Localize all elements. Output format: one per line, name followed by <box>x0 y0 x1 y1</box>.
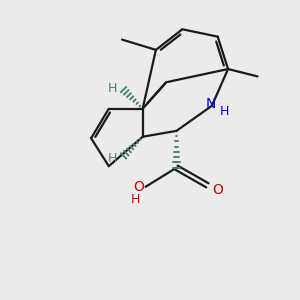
Text: H: H <box>130 193 140 206</box>
Text: O: O <box>133 180 144 194</box>
Text: N: N <box>205 98 215 111</box>
Text: H: H <box>108 82 117 95</box>
Text: H: H <box>108 152 117 165</box>
Text: O: O <box>212 183 223 197</box>
Text: H: H <box>220 105 229 118</box>
